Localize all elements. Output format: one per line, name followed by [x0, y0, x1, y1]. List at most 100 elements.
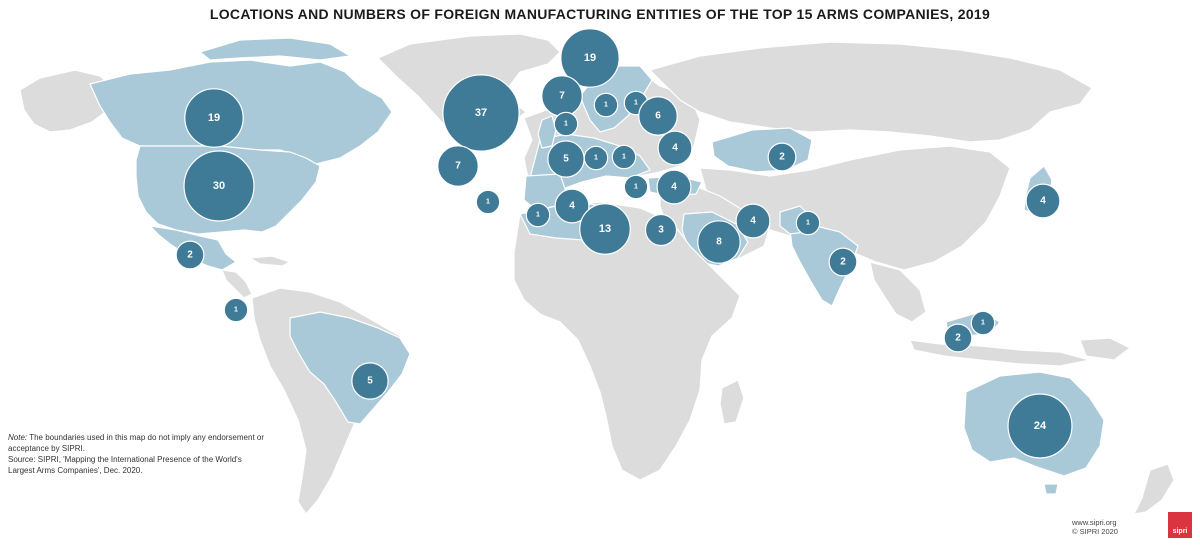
bubble-norway: 19	[560, 28, 620, 88]
note-text: The boundaries used in this map do not i…	[8, 433, 265, 453]
land-tasmania	[1043, 483, 1059, 495]
bubble-circle-uae	[735, 203, 771, 239]
bubble-circle-egypt	[644, 213, 678, 247]
bubble-brazil: 5	[351, 362, 389, 400]
bubble-label-australia: 24	[1034, 420, 1047, 432]
bubble-label-france: 5	[563, 154, 569, 165]
bubble-portugal: 1	[475, 189, 501, 215]
bubble-circle-greece	[623, 174, 649, 200]
bubble-circle-mexico	[175, 240, 205, 270]
land-kazakhstan	[711, 127, 813, 173]
bubble-label-switzerland: 1	[594, 155, 598, 162]
bubble-label-turkey: 4	[671, 182, 677, 193]
bubble-label-netherlands: 1	[564, 121, 568, 128]
bubble-finland: 1	[593, 92, 619, 118]
note-source: Source: SIPRI, 'Mapping the Internationa…	[8, 455, 242, 475]
bubble-label-italy: 1	[622, 154, 626, 161]
land-indonesia	[909, 339, 1091, 367]
land-africa	[513, 201, 741, 481]
land-madagascar	[719, 379, 745, 425]
bubble-label-morocco: 1	[536, 212, 540, 219]
bubble-circle-norway	[560, 28, 620, 88]
bubble-mexico: 2	[175, 240, 205, 270]
bubble-circle-finland	[593, 92, 619, 118]
bubble-circle-brazil	[351, 362, 389, 400]
land-arctic-islands	[198, 37, 352, 61]
bubble-label-malaysia: 1	[981, 320, 985, 327]
bubble-circle-portugal	[475, 189, 501, 215]
land-central-america	[221, 269, 253, 299]
map-title: LOCATIONS AND NUMBERS OF FOREIGN MANUFAC…	[209, 6, 991, 22]
land-caribbean	[248, 255, 292, 267]
bubble-circle-morocco	[525, 202, 551, 228]
bubble-turkey: 4	[656, 169, 692, 205]
bubble-circle-uk	[442, 74, 520, 152]
bubble-circle-turkey	[656, 169, 692, 205]
bubble-circle-malaysia	[970, 310, 996, 336]
bubble-japan: 4	[1025, 183, 1061, 219]
bubble-morocco: 1	[525, 202, 551, 228]
bubble-label-uae: 4	[750, 216, 756, 227]
land-new-zealand	[1132, 463, 1175, 515]
bubble-label-spain: 7	[455, 161, 461, 172]
footer-copyright: © SIPRI 2020	[1072, 527, 1118, 536]
land-papua	[1079, 337, 1132, 361]
bubble-egypt: 3	[644, 213, 678, 247]
bubble-circle-australia	[1007, 393, 1073, 459]
footer: www.sipri.org © SIPRI 2020	[1072, 518, 1118, 536]
land-uk	[537, 115, 557, 149]
bubble-algeria: 4	[554, 188, 590, 224]
bubble-label-portugal: 1	[486, 199, 490, 206]
bubble-label-canada: 19	[208, 112, 220, 124]
land-india	[789, 225, 859, 307]
bubble-label-egypt: 3	[658, 225, 664, 236]
bubble-circle-netherlands	[553, 111, 579, 137]
bubble-circle-algeria	[554, 188, 590, 224]
bubble-label-mexico: 2	[187, 250, 193, 261]
bubble-circle-germany-east	[657, 130, 693, 166]
bubble-label-germany-east: 4	[672, 143, 678, 154]
land-russia	[648, 41, 1093, 143]
bubble-circle-india	[828, 247, 858, 277]
bubble-netherlands: 1	[553, 111, 579, 137]
land-southeast-asia	[869, 261, 927, 323]
bubble-label-sweden: 7	[559, 91, 565, 102]
bubble-germany-east: 4	[657, 130, 693, 166]
bubble-circle-switzerland	[583, 145, 609, 171]
bubble-label-libya: 13	[599, 223, 611, 235]
bubble-label-singapore: 2	[955, 333, 961, 344]
bubble-circle-canada	[184, 88, 244, 148]
bubble-label-india: 2	[840, 257, 846, 268]
bubble-libya: 13	[579, 203, 631, 255]
bubble-label-usa: 30	[213, 180, 225, 192]
bubble-circle-singapore	[943, 323, 973, 353]
bubble-circle-spain	[437, 145, 479, 187]
bubble-label-estonia: 1	[634, 100, 638, 107]
bubble-circle-poland	[638, 96, 678, 136]
bubble-label-finland: 1	[604, 102, 608, 109]
bubble-label-pakistan: 1	[806, 220, 810, 227]
bubble-circle-usa	[183, 150, 255, 222]
bubble-circle-japan	[1025, 183, 1061, 219]
note-prefix: Note:	[8, 433, 28, 442]
bubble-circle-pakistan	[795, 210, 821, 236]
bubble-sweden: 7	[541, 75, 583, 117]
bubble-switzerland: 1	[583, 145, 609, 171]
bubble-uk: 37	[442, 74, 520, 152]
bubble-greece: 1	[623, 174, 649, 200]
bubble-circle-saudi-arabia	[697, 220, 741, 264]
bubble-malaysia: 1	[970, 310, 996, 336]
bubble-label-kazakhstan: 2	[779, 152, 785, 163]
bubble-italy: 1	[611, 144, 637, 170]
bubble-usa: 30	[183, 150, 255, 222]
footer-url: www.sipri.org	[1072, 518, 1117, 527]
bubble-panama: 1	[223, 297, 249, 323]
bubble-australia: 24	[1007, 393, 1073, 459]
bubble-label-uk: 37	[475, 107, 487, 119]
map-note: Note: The boundaries used in this map do…	[8, 432, 268, 476]
bubble-label-brazil: 5	[367, 376, 373, 387]
sipri-logo: sipri	[1168, 512, 1192, 538]
bubble-canada: 19	[184, 88, 244, 148]
